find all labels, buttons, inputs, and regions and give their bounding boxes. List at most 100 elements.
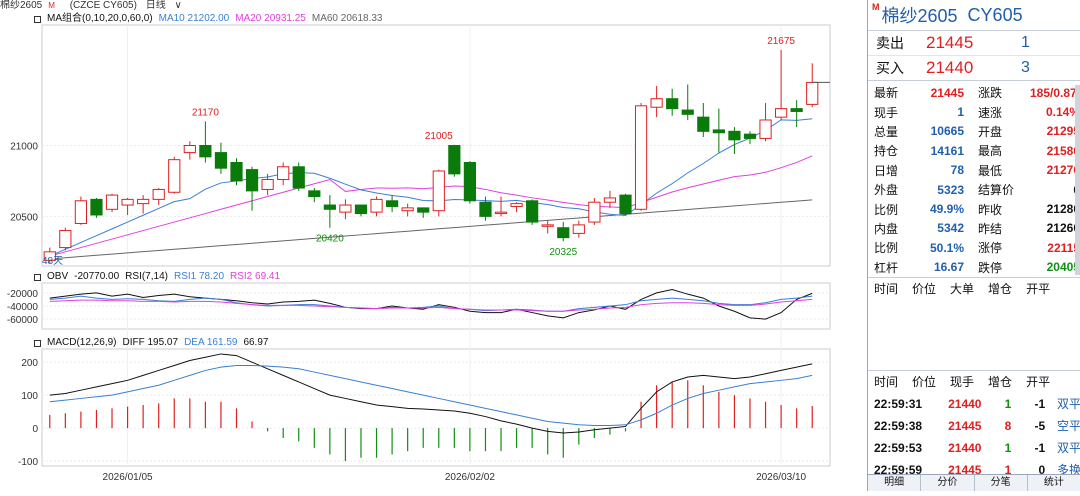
- column-header: 大单: [950, 282, 975, 297]
- big-order-list[interactable]: [868, 300, 1080, 370]
- stat-label: 杠杆: [874, 260, 899, 275]
- stat-label: 昨结: [978, 221, 1003, 236]
- ticks-list[interactable]: 22:59:31 21440 1 -1 双平 22:59:38 21445 8 -5 空平 22:5…: [868, 393, 1080, 481]
- tab-分价[interactable]: 分价: [921, 475, 975, 491]
- candle-body: [510, 203, 523, 207]
- rsi-legend-label: RSI(7,14): [125, 271, 168, 282]
- scrollbar[interactable]: [1075, 85, 1080, 275]
- stat-label: 速涨: [978, 105, 1003, 120]
- stat-value: 20405: [1046, 260, 1080, 275]
- sell-label: 卖出: [876, 35, 904, 51]
- tick-price: 21440: [948, 396, 982, 411]
- tick-volume: 1: [1004, 462, 1012, 477]
- ma20-label: MA20 20931.25: [235, 13, 306, 24]
- tick-oi-change: -1: [1034, 396, 1046, 411]
- ticks-header: 时间 价位 现手 增仓 开平: [868, 369, 1080, 393]
- candle-body: [541, 224, 554, 227]
- candle-body: [105, 194, 119, 210]
- candle-body: [74, 200, 88, 224]
- candle-body: [588, 201, 601, 223]
- stat-value: 5323: [937, 182, 964, 197]
- stat-label: 昨收: [978, 202, 1003, 217]
- date-label: 2026/03/10: [756, 472, 806, 483]
- candle-body: [712, 129, 725, 134]
- obv-legend-label[interactable]: OBV: [47, 271, 69, 282]
- candle-body: [277, 166, 290, 181]
- candle-body: [261, 179, 274, 190]
- obv-selector-icon[interactable]: [34, 273, 41, 281]
- left-note: 48天: [42, 256, 63, 267]
- ma10-line: [49, 118, 813, 257]
- macd-selector-icon[interactable]: [34, 339, 41, 347]
- candle-body: [308, 190, 321, 198]
- stat-row: 杠杆 16.67 跌停 20405: [868, 258, 1080, 277]
- column-header: 增仓: [988, 282, 1013, 297]
- tab-分笔[interactable]: 分笔: [975, 475, 1028, 491]
- tick-type: 双平: [1057, 441, 1080, 456]
- stat-label: 开盘: [978, 124, 1003, 139]
- candle-body: [479, 201, 492, 217]
- macd-legend-label[interactable]: MACD(12,26,9): [47, 337, 117, 348]
- obv-legend: OBV -20770.00 RSI(7,14) RSI1 78.20 RSI2 …: [34, 271, 280, 283]
- quote-flag: M: [872, 2, 880, 12]
- tick-row[interactable]: 22:59:59 21445 1 0 多换: [868, 459, 1080, 481]
- column-header: 价位: [912, 375, 937, 390]
- tab-统计[interactable]: 统计: [1028, 475, 1080, 491]
- sell-row[interactable]: 卖出 21445 1: [868, 31, 1080, 55]
- macd-tick-label: 100: [21, 391, 38, 402]
- price-annotation: 20325: [549, 247, 577, 258]
- tick-row[interactable]: 22:59:38 21445 8 -5 空平: [868, 415, 1080, 437]
- ma-legend-label[interactable]: MA组合(0,10,20,0,60,0): [47, 13, 153, 24]
- candle-body: [432, 170, 445, 212]
- stat-row: 持仓 14161 最高 21580: [868, 141, 1080, 160]
- column-header: 价位: [912, 282, 937, 297]
- candle-body: [557, 227, 570, 239]
- macd-value: 66.97: [243, 337, 269, 348]
- candle-body: [245, 169, 259, 192]
- candle-body: [90, 198, 103, 216]
- stat-label: 日增: [874, 163, 899, 178]
- tick-row[interactable]: 22:59:53 21440 1 -1 双平: [868, 437, 1080, 459]
- price-tick-label: 21000: [10, 142, 38, 153]
- dea-label: DEA 161.59: [184, 337, 238, 348]
- stat-row: 现手 1 速涨 0.14%: [868, 102, 1080, 121]
- candle-body: [790, 108, 803, 112]
- tick-type: 多换: [1057, 463, 1080, 478]
- obv-tick-label: -40000: [7, 302, 39, 313]
- tick-row[interactable]: 22:59:31 21440 1 -1 双平: [868, 393, 1080, 415]
- detail-tabs: 明细 分价 分笔 统计: [868, 474, 1080, 491]
- stat-value: 16.67: [933, 260, 964, 275]
- ma60-label: MA60 20618.33: [311, 13, 383, 24]
- stat-label: 总量: [874, 124, 899, 139]
- buy-row[interactable]: 买入 21440 3: [868, 55, 1080, 80]
- stat-row: 内盘 5342 昨结 21260: [868, 219, 1080, 238]
- candle-body: [634, 105, 648, 210]
- stat-value: 21295: [1046, 124, 1080, 139]
- candle-body: [292, 166, 305, 189]
- column-header: 现手: [950, 375, 975, 390]
- contract-title: 棉纱2605 M: [0, 0, 55, 11]
- stat-label: 比例: [874, 202, 899, 217]
- tick-volume: 1: [1004, 440, 1012, 455]
- column-header: 开平: [1026, 375, 1051, 390]
- candle-body: [806, 81, 819, 105]
- stat-value: 10665: [930, 124, 964, 139]
- order-book: 卖出 21445 1 买入 21440 3: [868, 30, 1080, 80]
- tick-price: 21445: [948, 418, 982, 433]
- candle-body: [370, 198, 383, 213]
- tab-明细[interactable]: 明细: [868, 475, 922, 491]
- chart-area[interactable]: 21000 20500 -20000 -40000 -60000 200 100 0 -100 2…: [0, 11, 860, 491]
- date-label: 2026/01/05: [103, 472, 153, 483]
- candle-body: [354, 204, 368, 215]
- date-label: 2026/02/02: [445, 472, 495, 483]
- obv-tick-label: -20000: [7, 289, 39, 300]
- ma-selector-icon[interactable]: [34, 15, 41, 23]
- candle-body: [385, 200, 399, 207]
- candle-body: [214, 152, 228, 169]
- obv-tick-label: -60000: [7, 315, 39, 326]
- kline-chart[interactable]: 21000 20500 -20000 -40000 -60000 200 100 0 -100 2…: [0, 11, 860, 491]
- period-selector[interactable]: 日线 ∨: [145, 0, 182, 11]
- stat-value: 1: [957, 105, 964, 120]
- stat-value: 78: [950, 163, 964, 178]
- macd-tick-label: -100: [18, 457, 38, 468]
